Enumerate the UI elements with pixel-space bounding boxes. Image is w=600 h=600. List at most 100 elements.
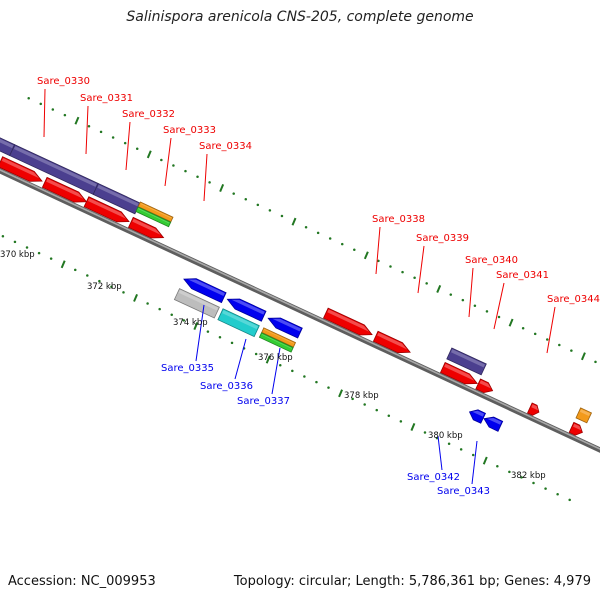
gene-label[interactable]: Sare_0336 [200,381,253,392]
tick-dot [232,192,235,195]
tick-dot [377,259,380,263]
gene-arrow-reverse[interactable] [226,298,267,322]
tick-dot [110,285,113,288]
scale-label: 380 kbp [428,431,463,441]
scale-label: 372 kbp [87,282,122,292]
gene-arrow-reverse-gloss [472,410,485,417]
domain-bar-purple[interactable] [92,182,141,215]
gene-arrow-forward[interactable] [568,421,583,436]
tick-dot [353,248,356,251]
gene-label[interactable]: Sare_0338 [372,214,425,225]
gene-label[interactable]: Sare_0333 [163,125,216,136]
domain-bar-purple-gloss [451,349,485,368]
tick-dot [160,158,163,162]
tick-mark [74,116,80,125]
gene-label[interactable]: Sare_0342 [407,472,460,483]
tick-dot [327,386,330,389]
tick-mark [410,422,416,431]
gene-label[interactable]: Sare_0332 [122,109,175,120]
gene-arrow-forward[interactable] [526,402,540,416]
tick-mark [219,184,225,192]
gene-label[interactable]: Sare_0339 [416,233,469,244]
tick-dot [303,375,306,378]
gene-arrow-forward-gloss [87,198,127,219]
gene-arrow-forward-gloss [377,332,408,350]
scale-label: 370 kbp [0,250,35,260]
gene-arrow-forward-body [568,421,583,436]
tick-dot [206,330,210,333]
gene-label[interactable]: Sare_0341 [496,270,549,281]
gene-arrow-forward[interactable] [0,156,43,182]
leader-line [417,245,425,294]
gene-label[interactable]: Sare_0344 [547,294,600,305]
gene-arrow-reverse[interactable] [468,409,487,424]
gene-arrow-forward[interactable] [83,196,130,223]
tick-dot [111,136,115,139]
tick-dot [304,226,308,229]
gene-label[interactable]: Sare_0335 [161,363,214,374]
tick-dot [1,234,5,238]
gene-label[interactable]: Sare_0340 [465,255,518,266]
tick-dot [268,209,272,212]
gene-arrow-reverse[interactable] [267,317,303,339]
tick-dot [570,349,573,352]
lower-tick-track [1,234,571,502]
gene-label[interactable]: Sare_0334 [199,141,252,152]
gene-label[interactable]: Sare_0330 [37,76,90,87]
tick-dot [425,282,428,285]
domain-bar-orange[interactable] [575,407,593,424]
tick-dot [218,335,222,339]
domain-bar-purple[interactable] [446,347,487,376]
tick-dot [123,141,127,145]
tick-dot [389,265,392,268]
gene-arrow-forward[interactable] [372,330,411,354]
domain-bar-orange[interactable] [261,327,297,348]
tick-dot [25,246,29,249]
gene-arrow-reverse[interactable] [183,278,227,304]
tick-dot [558,343,561,347]
tick-dot [375,408,378,412]
domain-bar-grey[interactable] [173,288,220,319]
domain-bar-cyan-gloss [222,310,258,330]
scale-label: 376 kbp [258,353,293,363]
leader-line [203,153,208,202]
leader-line [85,105,89,155]
tick-dot [568,498,571,502]
tick-dot [316,231,320,235]
tick-dot [122,291,125,294]
gene-label[interactable]: Sare_0331 [80,93,133,104]
tick-dot [184,169,187,173]
tick-dot [508,470,511,474]
tick-dot [546,338,549,341]
gene-arrow-forward[interactable] [322,307,373,336]
tick-dot [315,380,318,384]
gene-arrow-forward[interactable] [439,361,479,385]
gene-arrow-forward-gloss [1,158,40,179]
tick-mark [291,217,297,226]
gene-arrow-forward[interactable] [41,176,88,203]
domain-bar-green[interactable] [258,332,294,353]
tick-mark [133,293,138,302]
tick-dot [471,453,475,457]
domain-bar-orange-gloss [579,409,591,416]
gene-arrow-reverse[interactable] [483,416,504,432]
gene-label[interactable]: Sare_0337 [237,396,290,407]
domain-bar-green[interactable] [135,206,172,228]
tick-mark [508,318,514,327]
gene-arrow-reverse-body [226,298,267,322]
gene-arrow-forward[interactable] [475,378,494,394]
domain-bar-orange-body [575,407,593,424]
leader-line [271,347,281,395]
gene-arrow-reverse-body [267,317,303,339]
upper-tick-track [27,97,597,364]
domain-bar-orange[interactable] [137,201,174,223]
domain-bar-cyan[interactable] [217,308,260,338]
tick-mark [363,251,369,260]
tick-dot [447,442,451,446]
leader-line [546,306,556,354]
gene-label[interactable]: Sare_0343 [437,486,490,497]
tick-dot [13,240,17,244]
gene-arrow-forward[interactable] [127,216,165,239]
leader-line [125,121,131,171]
tick-dot [340,242,344,246]
